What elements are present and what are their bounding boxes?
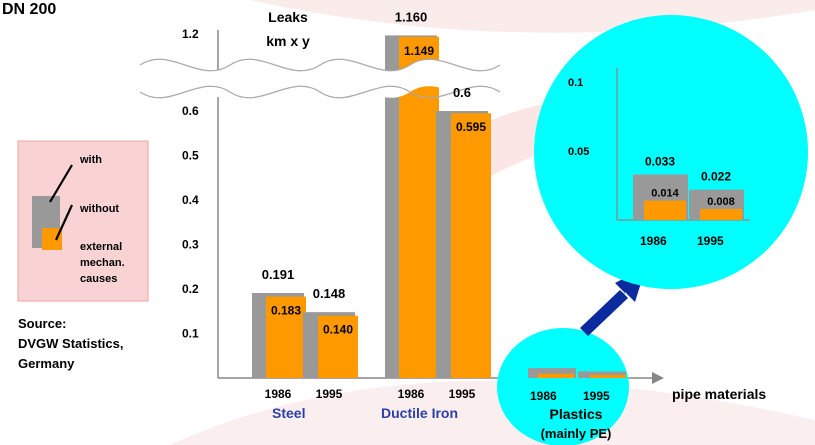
bar-without-1995 (318, 315, 358, 378)
page-title: DN 200 (2, 1, 56, 18)
x-tick-label-year: 1986 (265, 387, 292, 401)
plastics-highlight-circle (497, 328, 629, 445)
zoom-value-label-with: 0.033 (645, 154, 675, 168)
legend-without-label: without (79, 203, 119, 215)
plastics-label-line2: (mainly PE) (541, 426, 612, 441)
y-tick-label: 1.2 (182, 27, 199, 41)
value-label-without: 0.595 (456, 120, 486, 134)
y-tick-label: 0.1 (182, 327, 199, 341)
y-axis-label-line2: km x y (266, 33, 310, 49)
source-line1: Source: (18, 316, 66, 331)
y-tick-labels: 0.1 0.2 0.3 0.4 0.5 0.6 1.2 (182, 27, 199, 341)
source-line2: DVGW Statistics, (18, 336, 123, 351)
x-tick-label-year: 1986 (398, 387, 425, 401)
x-axis-arrowhead (652, 372, 664, 384)
zoom-arrow (583, 267, 646, 332)
value-label-with: 1.160 (395, 9, 428, 24)
value-label-without: 0.183 (271, 304, 301, 318)
material-label-ductile-iron: Ductile Iron (381, 405, 458, 421)
plastics-year-1986: 1986 (530, 389, 557, 403)
plastics-label-line1: Plastics (550, 406, 603, 422)
zoom-year-1995: 1995 (697, 234, 724, 248)
legend-causes-line1: external (80, 241, 122, 253)
zoom-y-tick-label: 0.1 (568, 77, 583, 89)
axis-break-line-bottom (139, 85, 501, 99)
legend-pointer-without (54, 204, 74, 241)
plastics-bar-without-1986 (538, 373, 574, 378)
x-tick-label-year: 1995 (316, 387, 343, 401)
value-label-with: 0.191 (262, 267, 295, 282)
plastics-bar-with-1986 (528, 368, 576, 378)
value-label-with: 0.6 (453, 85, 471, 100)
zoom-bar-without-1995 (700, 208, 742, 220)
legend-with-label: with (79, 154, 102, 166)
axis-break-band (140, 59, 500, 98)
legend-pointer-with (49, 164, 73, 203)
legend-swatch-without (42, 228, 62, 250)
source-line3: Germany (18, 356, 75, 371)
y-tick-label: 0.6 (182, 104, 199, 118)
x-tick-labels: 1986 1995 1986 1995 (265, 387, 476, 401)
zoom-value-label-without: 0.014 (651, 188, 679, 200)
zoom-y-tick-labels: 0.05 0.1 (568, 77, 589, 158)
zoom-value-label-without: 0.008 (707, 196, 735, 208)
value-label-without: 0.140 (323, 323, 353, 337)
zoom-y-tick-label: 0.05 (568, 146, 589, 158)
plastics-bar-without-1995 (590, 375, 626, 378)
zoom-value-labels: 0.033 0.014 0.022 0.008 (645, 154, 735, 208)
y-tick-label: 0.2 (182, 282, 199, 296)
zoom-bars (633, 174, 744, 220)
bar-without-1986 (266, 296, 306, 378)
y-tick-label: 0.4 (182, 193, 199, 207)
x-tick-label-year: 1995 (449, 387, 476, 401)
zoom-bar-without-1986 (644, 200, 686, 220)
y-tick-label: 0.5 (182, 149, 199, 163)
legend-causes-line2: mechan. (80, 257, 125, 269)
zoom-arrow-shaft (580, 290, 628, 336)
background-swoosh-top (250, 0, 815, 33)
plastics-bar-with-1995 (578, 371, 626, 378)
value-label-with: 0.148 (313, 286, 346, 301)
plastics-small-bars (528, 368, 626, 378)
y-axis-label-line1: Leaks (268, 9, 308, 25)
zoom-year-1986: 1986 (640, 234, 667, 248)
bar-without-1995 (451, 113, 491, 378)
plastics-year-1995: 1995 (583, 389, 610, 403)
x-axis-label: pipe materials (672, 386, 766, 402)
zoom-value-label-with: 0.022 (701, 170, 731, 184)
axis-break-line-top (139, 58, 501, 72)
main-value-labels: 0.191 0.183 0.148 0.140 1.160 1.149 0.6 0.595 (262, 9, 487, 336)
value-label-without: 1.149 (404, 44, 434, 58)
background-swoosh-bottom (170, 380, 815, 445)
legend-causes-line3: causes (80, 273, 117, 285)
legend: with without external mechan. causes (17, 140, 149, 302)
y-tick-label: 0.3 (182, 238, 199, 252)
material-label-steel: Steel (272, 405, 305, 421)
